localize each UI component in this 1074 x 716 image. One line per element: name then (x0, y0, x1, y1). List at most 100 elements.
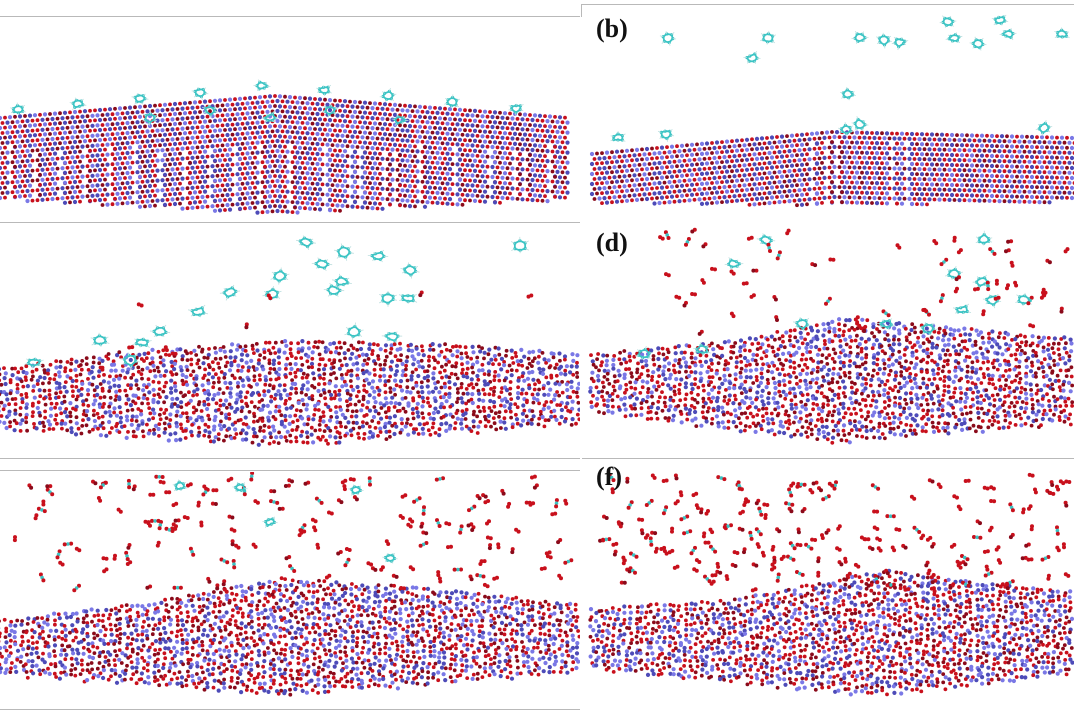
benzene-molecule (132, 337, 152, 348)
benzene-molecule (261, 110, 279, 123)
panel-e (0, 472, 580, 708)
frame-vertical-top (581, 4, 582, 17)
frame-mid2-left (0, 458, 580, 459)
panel-f-render (588, 472, 1074, 697)
oxide-slab (0, 576, 580, 697)
benzene-molecule (219, 284, 241, 301)
benzene-molecule (1054, 27, 1070, 40)
panel-label-f: (f) (596, 462, 622, 491)
benzene-molecule (311, 257, 333, 272)
benzene-molecule (191, 87, 209, 101)
benzene-molecule (945, 32, 963, 44)
panel-a (0, 18, 580, 221)
benzene-molecule (296, 235, 316, 250)
benzene-molecule (381, 331, 403, 345)
frame-bottom-left (0, 709, 580, 710)
benzene-molecule (10, 102, 26, 115)
frame-mid2-right (582, 458, 1074, 459)
benzene-molecule (131, 93, 149, 105)
benzene-molecule (379, 87, 397, 102)
benzene-molecule (838, 122, 854, 136)
benzene-molecule (969, 36, 987, 51)
frame-top-right (582, 4, 1074, 5)
gas-phase (127, 290, 534, 356)
panel-label-d: (d) (596, 228, 628, 257)
benzene-molecule (508, 103, 524, 116)
benzene-molecule (851, 116, 869, 132)
gas-phase (12, 472, 574, 597)
benzene-molecule (201, 104, 218, 118)
benzene-molecule (724, 257, 744, 270)
benzene-molecule (262, 516, 278, 528)
benzene-molecule (952, 303, 972, 314)
gas-phase (658, 227, 1070, 336)
benzene-molecule (334, 243, 354, 261)
benzene-molecule (391, 114, 409, 126)
oxide-slab (588, 317, 1074, 445)
benzene-molecule (939, 15, 957, 28)
panel-label-b: (b) (596, 14, 628, 43)
benzene-molecule (840, 86, 856, 101)
panel-a-render (0, 79, 570, 215)
benzene-molecule (253, 79, 271, 92)
benzene-molecule (321, 104, 339, 118)
frame-top-left (0, 16, 580, 17)
panel-f: (f) (582, 460, 1074, 714)
benzene-molecule (232, 481, 248, 493)
benzene-molecule (172, 479, 188, 492)
benzene-molecule (348, 484, 364, 496)
benzene-molecule (332, 273, 352, 287)
benzene-molecule (1035, 119, 1053, 137)
benzene-molecule (999, 27, 1017, 41)
benzene-molecule (149, 324, 171, 338)
panel-d-render (588, 227, 1074, 445)
benzene-molecule (918, 322, 938, 337)
benzene-molecule (756, 233, 776, 248)
benzene-molecule (760, 30, 776, 45)
benzene-molecule (793, 316, 811, 332)
panel-c (0, 224, 580, 456)
panel-d: (d) (582, 224, 1074, 456)
oxide-slab (0, 339, 580, 447)
benzene-molecule (24, 357, 44, 369)
benzene-molecule (610, 131, 626, 142)
benzene-molecule (398, 293, 418, 304)
frame-mid3-left (0, 470, 580, 471)
benzene-molecule (367, 249, 389, 263)
benzene-molecule (378, 291, 397, 307)
benzene-molecule (69, 97, 87, 110)
frame-mid1-left (0, 222, 580, 223)
oxide-slab (588, 568, 1074, 697)
benzene-molecule (851, 30, 869, 44)
panel-e-render (0, 472, 580, 697)
benzene-molecule (382, 552, 398, 564)
benzene-molecule (1015, 292, 1033, 306)
benzene-molecule (188, 304, 208, 318)
benzene-molecule (891, 36, 909, 51)
benzene-molecule (991, 14, 1009, 26)
benzene-molecule (659, 31, 677, 46)
benzene-molecule (657, 129, 675, 142)
benzene-molecule (634, 346, 654, 361)
benzene-molecule (510, 236, 530, 254)
benzene-molecule (270, 267, 290, 285)
benzene-molecule (142, 111, 158, 126)
benzene-molecule (316, 84, 332, 97)
panel-b-render (589, 14, 1074, 208)
oxide-slab (0, 94, 570, 215)
gas-phase (598, 472, 1072, 594)
benzene-molecule (400, 262, 420, 279)
panel-c-render (0, 235, 580, 447)
benzene-molecule (975, 230, 993, 246)
benzene-molecule (444, 94, 460, 109)
benzene-molecule (90, 332, 110, 347)
benzene-molecule (693, 342, 711, 356)
oxide-slab (589, 130, 1074, 208)
panel-b: (b) (582, 6, 1074, 220)
benzene-molecule (743, 50, 761, 64)
benzene-molecule (876, 318, 896, 331)
benzene-molecule (876, 32, 892, 49)
benzene-molecule (344, 322, 364, 340)
benzene-molecule (323, 282, 345, 297)
benzene-molecule (120, 352, 140, 370)
